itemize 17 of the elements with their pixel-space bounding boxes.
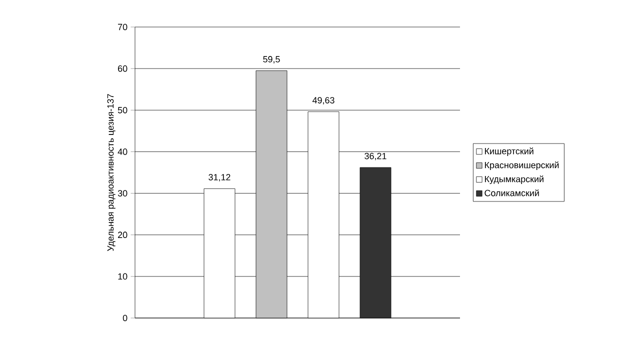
y-tick-label: 0 — [122, 314, 128, 322]
y-tick-label: 70 — [118, 24, 128, 30]
data-label: 36,21 — [364, 152, 386, 160]
legend-label: Соликамский — [484, 189, 539, 196]
y-tick-label: 50 — [118, 106, 128, 114]
y-tick-label: 60 — [118, 65, 128, 72]
y-tick-label: 20 — [118, 232, 128, 238]
data-label: 49,63 — [312, 97, 334, 104]
y-tick-label: 30 — [118, 190, 128, 196]
legend-label: Кишертский — [484, 148, 534, 156]
y-axis-title: Удельная радиоактивность цезия-137 — [107, 94, 116, 252]
data-label: 59,5 — [263, 56, 280, 64]
data-label: 31,12 — [208, 174, 230, 182]
y-tick-label: 10 — [118, 273, 128, 280]
legend-label: Красновишерский — [484, 162, 559, 170]
y-tick-label: 40 — [118, 148, 128, 155]
legend-label: Кудымкарский — [484, 175, 544, 184]
